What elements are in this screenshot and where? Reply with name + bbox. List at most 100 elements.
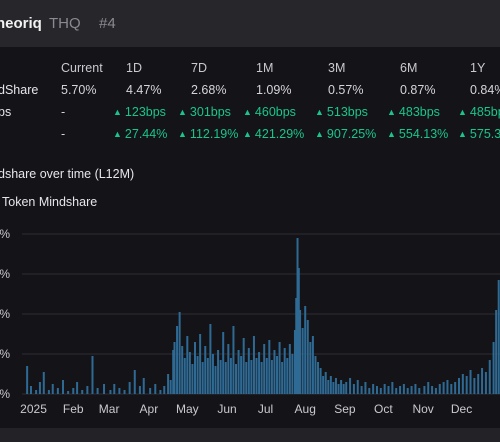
bar [154,384,157,394]
bar [232,326,235,394]
column-header: 6M [400,61,418,75]
bar [379,388,382,394]
up-arrow-icon: ▲ [243,129,252,139]
bar [76,382,79,394]
bar [454,382,457,394]
table-cell: 0.87% [400,83,436,97]
bar [176,326,179,394]
bar [304,306,307,394]
bar [194,342,197,394]
bar [183,358,186,394]
x-tick-label: Aug [295,402,316,416]
bar [297,268,300,394]
up-arrow-icon: ▲ [113,107,122,117]
bar [306,320,309,394]
x-tick-label: Feb [63,402,84,416]
table-cell: - [61,127,66,141]
bar [35,390,38,394]
bar [402,384,405,394]
bar [196,356,199,394]
bar [209,324,212,394]
bar [399,386,402,394]
bar [217,350,220,394]
table-cell-positive: ▲ 460bps [243,105,296,119]
bar [299,310,302,394]
bar [270,360,273,394]
up-arrow-icon: ▲ [387,107,396,117]
bar [273,350,276,394]
bar [438,384,441,394]
column-header: 7D [191,61,207,75]
bar [211,354,214,394]
bar [334,378,337,394]
x-tick-label: Jun [217,402,236,416]
x-tick-label: Dec [451,402,472,416]
bar [103,384,106,394]
bar [442,382,445,394]
table-cell: 2.68% [191,83,227,97]
up-arrow-icon: ▲ [243,107,252,117]
bar [309,342,312,394]
bar [96,388,99,394]
bar [133,370,136,394]
bar [418,388,421,394]
bar [360,386,363,394]
up-arrow-icon: ▲ [178,129,187,139]
up-arrow-icon: ▲ [458,107,467,117]
bar [414,384,417,394]
bar [255,358,258,394]
bar [268,340,271,394]
bar [446,380,449,394]
x-tick-label: May [176,402,199,416]
bar [283,348,286,394]
bar [337,384,340,394]
bar [293,330,296,394]
bar [260,362,263,394]
bar [219,360,222,394]
bar [62,380,65,394]
up-arrow-icon: ▲ [113,129,122,139]
bar [222,332,225,394]
bar [349,378,352,394]
bar [457,378,460,394]
bar [188,352,191,394]
bar [173,342,176,394]
table-cell-positive: ▲ 483bps [387,105,440,119]
bar [410,386,413,394]
bar [235,364,238,394]
bar [224,362,227,394]
table-cell-positive: ▲ 301bps [178,105,231,119]
bar [383,384,386,394]
table-cell-positive: ▲ 907.25% [315,127,377,141]
column-header: 1M [256,61,274,75]
up-arrow-icon: ▲ [458,129,467,139]
bar [214,366,217,394]
bar [227,344,230,394]
bar [375,386,378,394]
up-arrow-icon: ▲ [315,107,324,117]
bar [324,372,327,394]
bar [123,390,126,394]
row-label-bps: ps [0,105,12,119]
bar [250,360,253,394]
bar [237,350,240,394]
table-cell: 1.09% [256,83,292,97]
bar [118,388,121,394]
x-tick-label: Mar [99,402,120,416]
bar [327,380,330,394]
chart-title: Token Mindshare [2,195,98,209]
bar [265,358,268,394]
table-cell-positive: ▲ 554.13% [387,127,449,141]
bar [345,382,348,394]
bar [450,384,453,394]
bar [301,328,304,394]
bar [240,356,243,394]
token-rank: #4 [99,15,116,32]
bar [295,298,298,394]
bar [281,362,284,394]
bar [317,362,320,394]
bar [159,390,162,394]
column-header: 1Y [470,61,486,75]
x-tick-label: Oct [374,402,393,416]
bar [72,388,75,394]
